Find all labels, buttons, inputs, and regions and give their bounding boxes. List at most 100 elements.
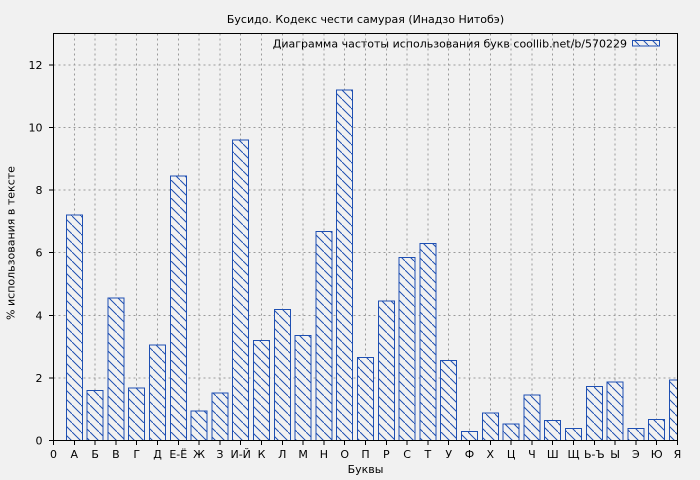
bar — [128, 387, 146, 441]
bar-fill — [440, 360, 457, 441]
bar-fill — [627, 428, 644, 441]
x-tick-label: Э — [632, 448, 640, 461]
x-tick-label: М — [298, 448, 308, 461]
x-tick-label: Л — [278, 448, 286, 461]
y-tick-label: 8 — [36, 184, 43, 197]
bar-fill — [461, 431, 478, 441]
x-tick-label: Н — [320, 448, 328, 461]
ticks — [49, 64, 678, 445]
x-tick-label: Х — [487, 448, 495, 461]
bar-fill — [232, 139, 249, 441]
bar — [357, 357, 374, 441]
x-tick-label: С — [403, 448, 411, 461]
bar-fill — [399, 257, 416, 441]
legend-label: Диаграмма частоты использования букв coo… — [273, 38, 627, 51]
bar-fill — [211, 392, 228, 441]
x-tick-label: А — [71, 448, 79, 461]
x-tick-label: Ж — [193, 448, 205, 461]
bar-border — [128, 387, 146, 441]
x-tick-label: Щ — [567, 448, 579, 461]
x-tick-label: Я — [674, 448, 682, 461]
bar — [169, 175, 187, 441]
bar — [65, 214, 83, 441]
bar — [481, 412, 499, 441]
bar — [669, 379, 678, 441]
bar-border — [149, 344, 166, 441]
bar-fill — [419, 243, 436, 441]
bar-fill — [315, 231, 332, 441]
bar — [294, 335, 312, 441]
bar-fill — [128, 388, 145, 441]
x-tick-label: Ф — [465, 448, 474, 461]
chart-title: Бусидо. Кодекс чести самурая (Инадзо Нит… — [227, 13, 504, 26]
x-tick-label: Ш — [547, 448, 559, 461]
bar — [190, 410, 208, 441]
bar-fill — [378, 301, 395, 441]
x-tick-label: И-Й — [230, 448, 250, 461]
x-tick-label: Т — [424, 448, 432, 461]
bar — [544, 419, 562, 441]
bar-fill — [669, 380, 678, 441]
x-tick-label: К — [258, 448, 266, 461]
bar-border — [523, 394, 541, 441]
bar-border — [627, 428, 645, 441]
bar-border — [65, 214, 83, 441]
bar-fill — [107, 298, 124, 441]
bar — [606, 381, 624, 441]
bar-fill — [274, 309, 291, 441]
bar-border — [294, 335, 312, 441]
bar-border — [669, 379, 678, 441]
bar — [419, 242, 437, 441]
bar-fill — [357, 357, 374, 441]
x-tick-label: Р — [383, 448, 390, 461]
bar-fill — [586, 386, 603, 441]
x-tick-label: Ю — [651, 448, 663, 461]
x-tick-label: Д — [153, 448, 162, 461]
bar-border — [585, 385, 603, 441]
bar-border — [606, 381, 624, 441]
y-axis-label: % использования в тексте — [5, 166, 18, 320]
bar — [253, 339, 270, 441]
bar — [648, 419, 666, 441]
bar-fill — [87, 390, 104, 441]
bar-fill — [170, 175, 187, 441]
bar — [627, 428, 645, 441]
bar-border — [419, 242, 437, 441]
x-tick-label: П — [361, 448, 369, 461]
bar — [502, 423, 520, 441]
x-tick-label: Ч — [528, 448, 536, 461]
x-origin-label: 0 — [50, 448, 57, 461]
bar — [398, 256, 416, 441]
bar — [149, 344, 166, 441]
x-tick-label: Б — [91, 448, 99, 461]
x-tick-label: О — [340, 448, 349, 461]
bar-border — [253, 339, 270, 441]
bars — [65, 89, 678, 441]
y-tick-label: 10 — [29, 121, 43, 134]
bar-fill — [336, 89, 353, 441]
bar — [107, 297, 125, 441]
x-tick-label: У — [445, 448, 452, 461]
bar-fill — [482, 412, 499, 441]
bar — [232, 139, 250, 441]
bar — [565, 428, 582, 441]
bar — [273, 309, 291, 441]
bar-fill — [191, 410, 208, 441]
x-tick-label: Е-Ё — [169, 448, 187, 461]
y-tick-label: 6 — [36, 247, 43, 260]
bar — [523, 394, 541, 441]
bar-fill — [149, 345, 166, 441]
bar — [440, 360, 458, 441]
bar — [211, 392, 229, 441]
x-axis-label: Буквы — [348, 463, 384, 476]
bar-fill — [523, 395, 540, 441]
y-tick-label: 2 — [36, 372, 43, 385]
bar-border — [273, 309, 291, 441]
bar-fill — [648, 419, 665, 441]
y-tick-label: 0 — [36, 435, 43, 448]
bar-border — [315, 230, 333, 441]
bar-fill — [253, 340, 270, 441]
bar — [461, 431, 478, 441]
